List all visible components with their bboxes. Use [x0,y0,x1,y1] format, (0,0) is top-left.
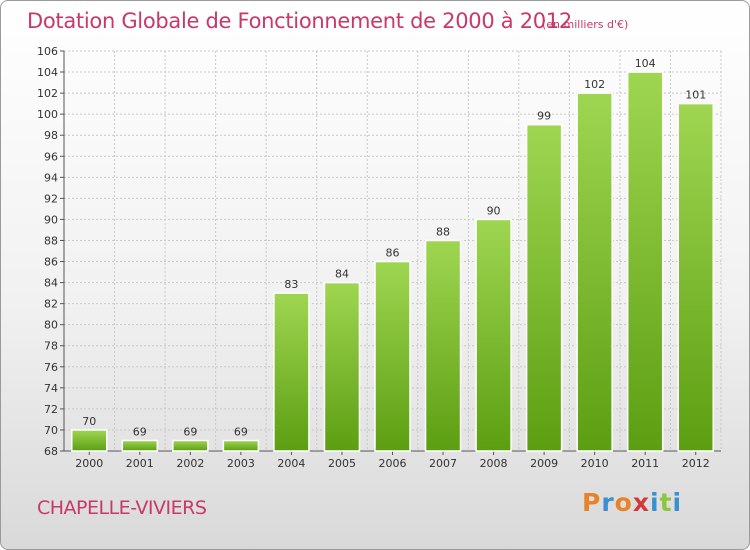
y-tick-label: 86 [44,256,58,269]
bar-2010 [576,92,613,452]
x-tick-label: 2002 [176,457,204,470]
y-tick-label: 72 [44,403,58,416]
y-tick-label: 102 [37,87,58,100]
commune-name: CHAPELLE-VIVIERS [37,497,207,519]
x-tick-label: 2005 [328,457,356,470]
bar-value-label: 70 [82,415,96,428]
bar-2002 [172,439,209,452]
bar-value-label: 69 [133,425,147,438]
y-tick-label: 82 [44,298,58,311]
proxiti-logo: Proxiti [582,488,682,517]
logo-letter: t [659,488,673,517]
bar-2004 [273,292,310,452]
axis-layer: 68 70 72 74 76 78 80 82 84 86 88 90 92 94 96 98 100 102 10… [37,45,721,470]
bar-2012 [677,102,714,452]
bar-2007 [424,239,462,452]
y-tick-label: 74 [44,382,58,395]
y-tick-label: 96 [44,150,58,163]
y-tick-label: 98 [44,129,58,142]
bar-value-label: 83 [284,278,298,291]
logo-letter: r [601,488,615,517]
bar-layer: 70 69 69 69 83 84 86 88 90 99 102 104 101 [71,57,714,452]
y-tick-label: 68 [44,445,58,458]
x-tick-label: 2011 [631,457,659,470]
y-tick-label: 76 [44,361,58,374]
bar-2011 [626,71,664,452]
x-tick-label: 2009 [530,457,558,470]
chart-title: Dotation Globale de Fonctionnement de 20… [27,9,572,33]
x-tick-label: 2010 [581,457,609,470]
x-tick-label: 2000 [75,457,103,470]
logo-letter: i [650,488,660,517]
logo-letter: P [582,488,602,517]
y-tick-label: 78 [44,340,58,353]
chart-unit-note: (en milliers d'€) [542,18,629,31]
logo-letter: x [632,488,650,517]
bar-value-label: 101 [685,89,706,102]
x-tick-label: 2007 [429,457,457,470]
y-tick-label: 90 [44,213,58,226]
x-tick-label: 2006 [379,457,407,470]
bar-value-label: 86 [386,247,400,260]
y-tick-label: 88 [44,234,58,247]
logo-letter: i [672,488,683,517]
bar-2008 [475,218,512,452]
y-tick-label: 106 [37,45,58,58]
y-tick-label: 80 [44,319,58,332]
y-tick-label: 100 [37,108,58,121]
y-tick-label: 104 [37,66,58,79]
bar-value-label: 88 [436,225,450,238]
bar-2000 [71,429,108,452]
bar-value-label: 69 [183,425,197,438]
x-tick-label: 2012 [682,457,710,470]
bar-value-label: 90 [487,204,501,217]
bar-2009 [525,123,563,452]
x-tick-label: 2008 [480,457,508,470]
logo-letter: o [614,488,633,517]
bar-value-label: 84 [335,268,349,281]
bar-value-label: 102 [584,78,605,91]
bar-2001 [121,439,159,452]
x-tick-label: 2001 [126,457,154,470]
bar-2005 [323,281,361,452]
bar-2003 [222,439,260,452]
x-tick-label: 2003 [227,457,255,470]
x-tick-label: 2004 [277,457,305,470]
y-tick-label: 92 [44,192,58,205]
y-tick-label: 70 [44,424,58,437]
bar-2006 [374,260,411,452]
bar-value-label: 99 [537,110,551,123]
bar-value-label: 69 [234,425,248,438]
bar-value-label: 104 [635,57,656,70]
y-tick-label: 94 [44,171,58,184]
y-tick-label: 84 [44,277,58,290]
